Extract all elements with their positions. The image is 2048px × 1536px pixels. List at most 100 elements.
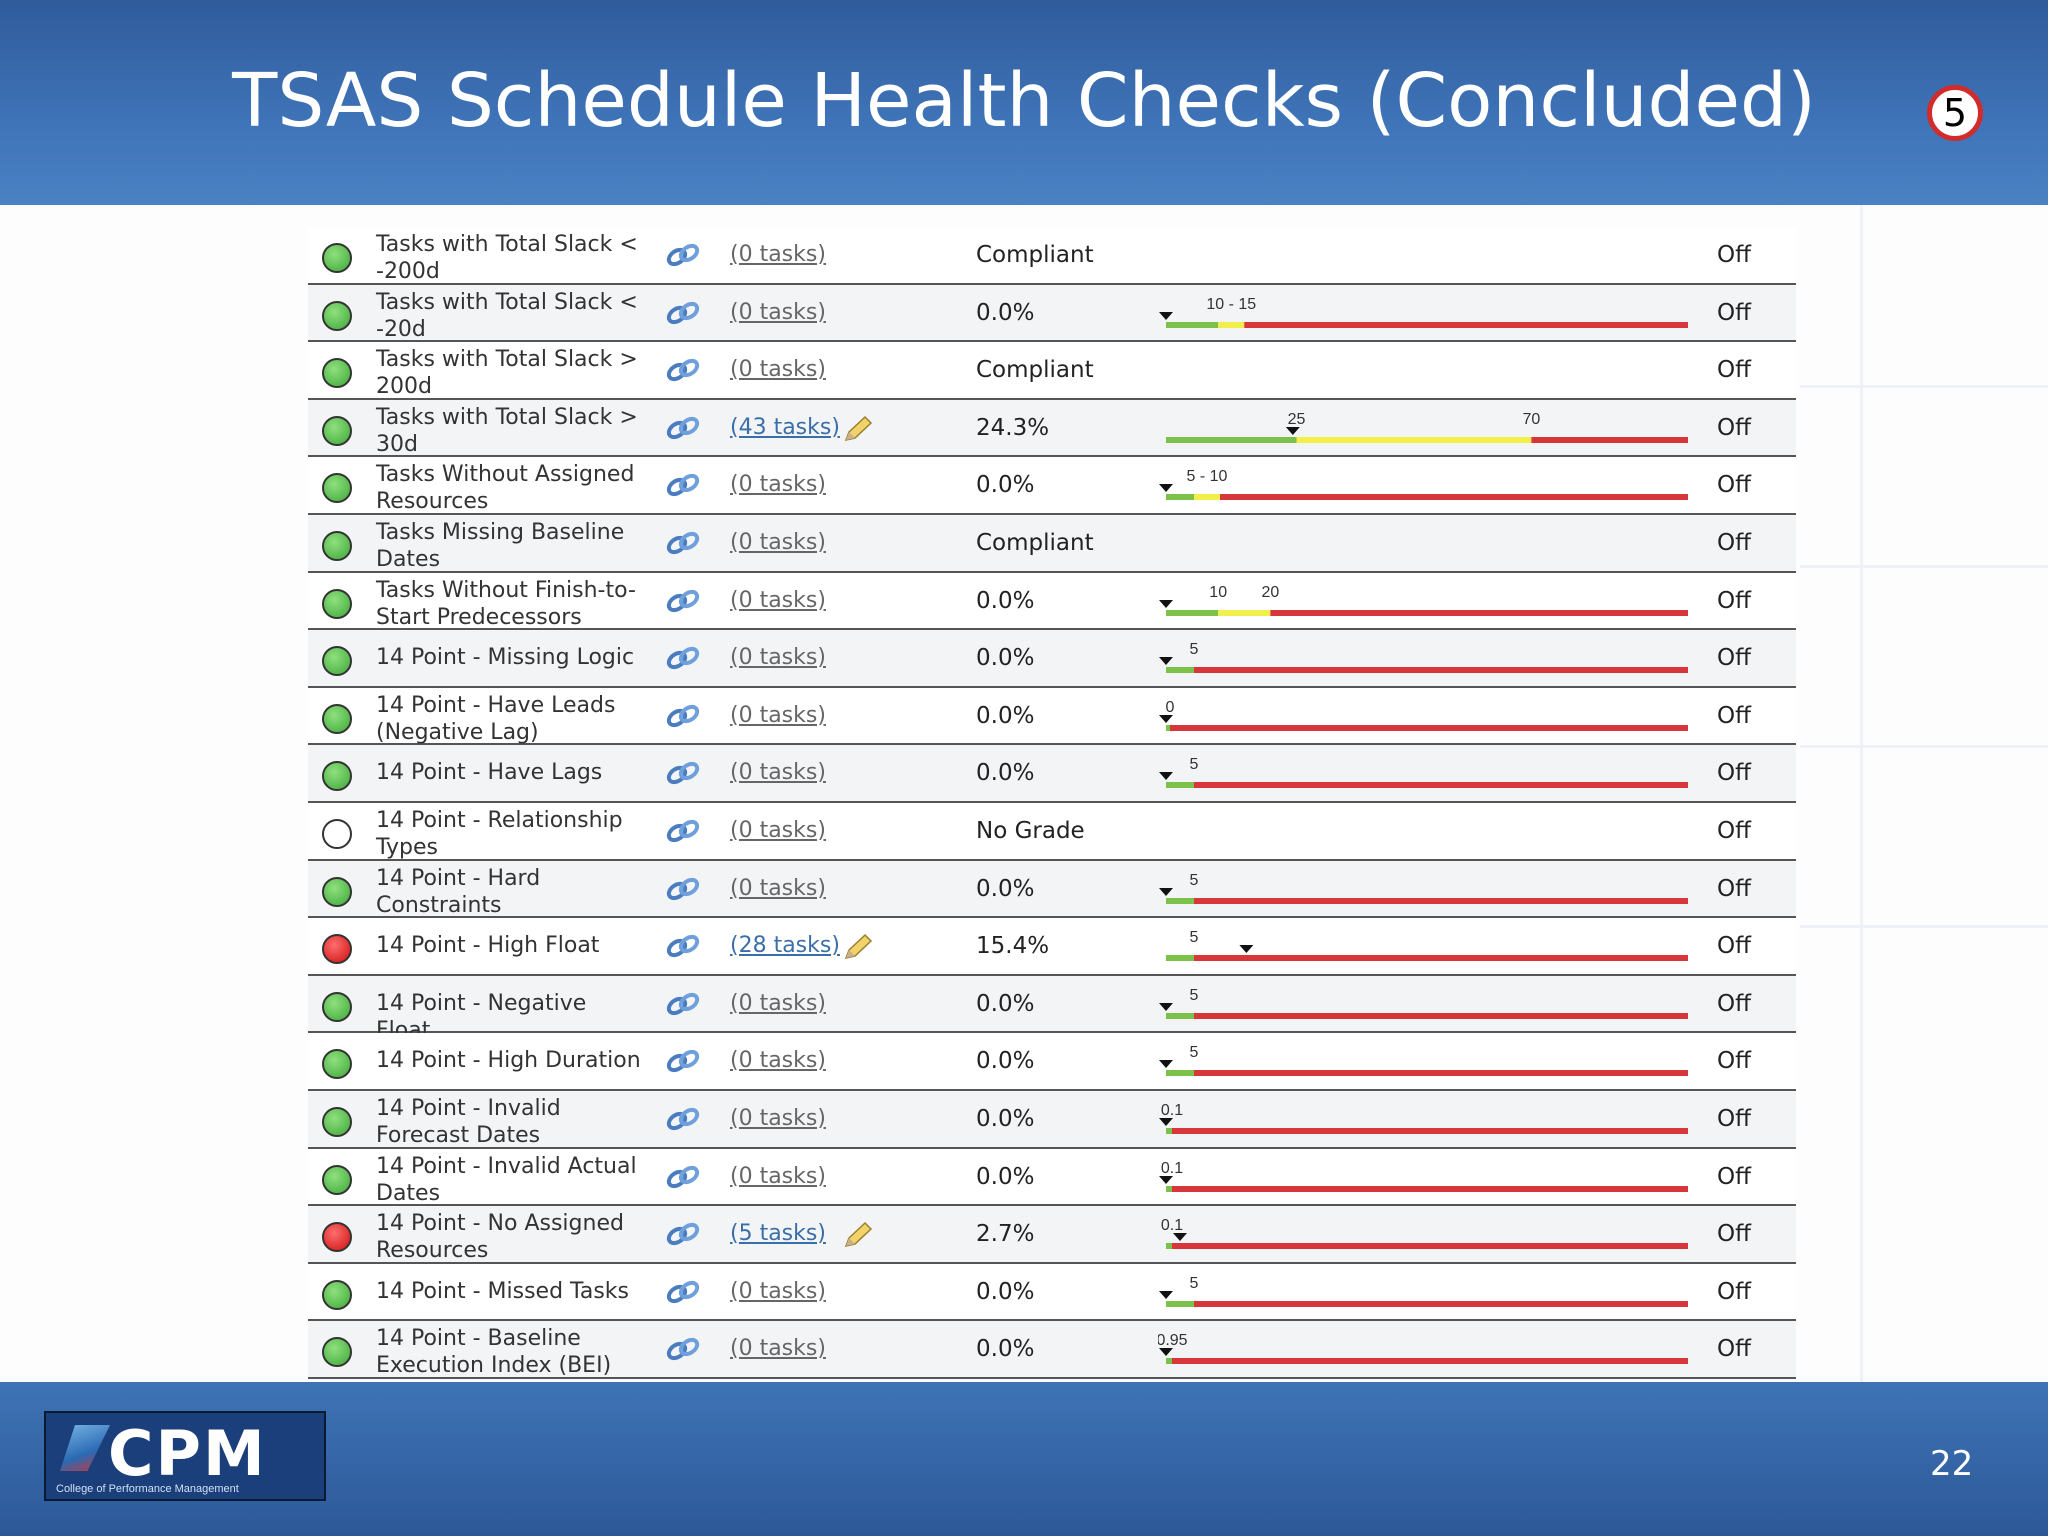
link-icon[interactable] [666,645,700,671]
tasks-link[interactable]: (0 tasks) [730,299,826,325]
tasks-link[interactable]: (43 tasks) [730,414,840,440]
value-marker [1159,1060,1173,1069]
threshold-bar: 10 - 15 [1159,296,1688,328]
bar-red-segment [1194,782,1688,789]
bar-red-segment [1194,1070,1688,1077]
tasks-link[interactable]: (0 tasks) [730,472,826,498]
link-icon[interactable] [666,472,700,498]
table-row: Tasks with Total Slack > 200d (0 tasks) Co… [308,342,1796,400]
check-value: 0.0% [976,1163,1035,1190]
background-grid-line [1800,565,2048,568]
link-icon[interactable] [666,1048,700,1074]
pencil-icon[interactable] [840,1220,874,1250]
value-marker [1159,1175,1173,1184]
toggle-state[interactable]: Off [1717,299,1751,326]
background-grid-line [1800,385,2048,388]
toggle-state[interactable]: Off [1717,1278,1751,1305]
tasks-link[interactable]: (0 tasks) [730,1105,826,1131]
tasks-link[interactable]: (0 tasks) [730,1278,826,1304]
table-row: Tasks with Total Slack < -20d (0 tasks) 0.… [308,284,1796,343]
tasks-link[interactable]: (0 tasks) [730,760,826,786]
bar-green-segment [1166,1185,1172,1192]
link-icon[interactable] [666,818,700,844]
link-icon[interactable] [666,933,700,959]
toggle-state[interactable]: Off [1717,357,1751,384]
link-icon[interactable] [666,588,700,614]
link-icon[interactable] [666,1106,700,1132]
check-name: Tasks Missing Baseline Dates [376,519,625,572]
tasks-link[interactable]: (0 tasks) [730,357,826,383]
check-name: 14 Point - No Assigned Resources [376,1211,624,1264]
tasks-link[interactable]: (0 tasks) [730,242,826,267]
tasks-link[interactable]: (0 tasks) [730,529,826,555]
tasks-link[interactable]: (0 tasks) [730,587,826,613]
pencil-icon[interactable] [840,932,874,962]
toggle-state[interactable]: Off [1717,933,1751,960]
tasks-link[interactable]: (0 tasks) [730,1163,826,1189]
toggle-state[interactable]: Off [1717,1336,1751,1363]
link-icon[interactable] [666,876,700,902]
toggle-state[interactable]: Off [1717,1105,1751,1132]
tasks-link[interactable]: (0 tasks) [730,1048,826,1074]
link-icon[interactable] [666,300,700,326]
status-green-icon [322,761,352,792]
table-row: 14 Point - Missed Tasks (0 tasks) 0.0% 5 Off [308,1263,1796,1322]
tasks-link[interactable]: (0 tasks) [730,702,826,728]
tasks-link[interactable]: (28 tasks) [730,933,840,959]
table-row: 14 Point - High Duration (0 tasks) 0.0% 5 Of… [308,1033,1796,1091]
toggle-state[interactable]: Off [1717,587,1751,614]
link-icon[interactable] [666,1164,700,1190]
threshold-bar: 0.1 [1161,1217,1688,1250]
threshold-label: 5 [1190,1275,1199,1292]
toggle-state[interactable]: Off [1717,1048,1751,1075]
toggle-state[interactable]: Off [1717,414,1751,441]
value-marker [1159,1290,1173,1299]
value-marker [1159,484,1173,493]
tasks-link[interactable]: (0 tasks) [730,817,826,843]
table-row: Tasks with Total Slack < -200d (0 tasks) C… [308,227,1796,285]
pencil-icon[interactable] [840,414,874,444]
status-green-icon [322,703,352,734]
tasks-link[interactable]: (0 tasks) [730,990,826,1016]
check-name: 14 Point - Have Leads (Negative Lag) [376,692,616,745]
toggle-state[interactable]: Off [1717,875,1751,902]
table-row: Tasks with Total Slack > 30d (43 tasks) 24… [308,399,1796,458]
toggle-state[interactable]: Off [1717,990,1751,1017]
tasks-link[interactable]: (0 tasks) [730,1336,826,1362]
toggle-state[interactable]: Off [1717,1221,1751,1248]
check-name: 14 Point - High Duration [376,1048,641,1074]
toggle-state[interactable]: Off [1717,817,1751,844]
table-row: Tasks Without Finish-to-Start Predecesso… [308,572,1796,631]
link-icon[interactable] [666,357,700,383]
link-icon[interactable] [666,991,700,1017]
link-icon[interactable] [666,530,700,556]
status-green-icon [322,1337,352,1368]
check-value: 0.0% [976,875,1035,902]
toggle-state[interactable]: Off [1717,1163,1751,1190]
toggle-state[interactable]: Off [1717,242,1751,268]
link-icon[interactable] [666,1221,700,1247]
tasks-link[interactable]: (0 tasks) [730,875,826,901]
toggle-state[interactable]: Off [1717,472,1751,499]
toggle-state[interactable]: Off [1717,529,1751,556]
link-icon[interactable] [666,1279,700,1305]
threshold-label: 0.1 [1161,1160,1183,1177]
tasks-link[interactable]: (5 tasks) [730,1221,826,1247]
link-icon[interactable] [666,242,700,268]
page-number: 22 [1930,1444,1974,1484]
link-icon[interactable] [666,703,700,729]
status-green-icon [322,646,352,677]
threshold-label: 0.95 [1158,1332,1188,1349]
slide-footer [0,1382,2048,1536]
toggle-state[interactable]: Off [1717,760,1751,787]
toggle-state[interactable]: Off [1717,645,1751,672]
slide-header: TSAS Schedule Health Checks (Concluded) … [0,0,2048,205]
link-icon[interactable] [666,760,700,786]
value-marker [1159,887,1173,896]
value-marker [1159,714,1173,723]
link-icon[interactable] [666,1336,700,1362]
link-icon[interactable] [666,415,700,441]
tasks-link[interactable]: (0 tasks) [730,645,826,671]
toggle-state[interactable]: Off [1717,702,1751,729]
bar-green-segment [1166,494,1194,501]
